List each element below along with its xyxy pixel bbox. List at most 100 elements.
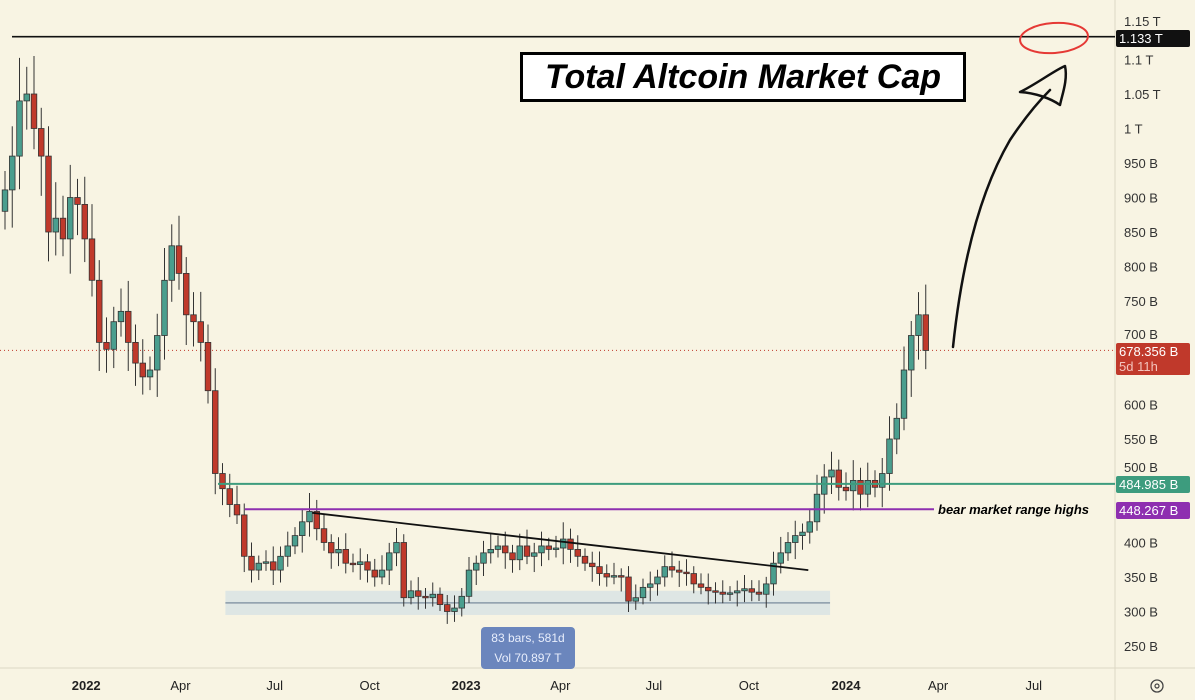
candle-body — [531, 552, 538, 557]
candle — [668, 551, 676, 578]
candle — [610, 562, 618, 585]
candle — [893, 403, 900, 455]
candle-body — [204, 341, 212, 392]
candle — [132, 324, 139, 386]
x-tick-label: Apr — [928, 678, 949, 693]
candle-body — [16, 100, 23, 157]
x-tick-label: Oct — [739, 678, 760, 693]
candle — [38, 107, 45, 196]
candle — [900, 346, 908, 431]
candle-body — [125, 310, 132, 343]
candle-body — [386, 552, 393, 571]
candle-body — [509, 552, 516, 561]
candle — [502, 531, 509, 569]
range-bars: 83 bars, 581d — [491, 631, 565, 645]
candle-body — [647, 583, 654, 588]
candle — [9, 126, 16, 228]
candle-body — [284, 545, 291, 557]
candle-body — [81, 203, 88, 240]
candle-body — [241, 514, 248, 557]
candle-body — [770, 562, 777, 585]
x-tick-label: Oct — [360, 678, 381, 693]
candle-body — [219, 473, 226, 490]
top-line-price-tag: 1.133 T — [1116, 30, 1190, 47]
candle-body — [821, 476, 828, 495]
candle-body — [378, 569, 386, 578]
candle-body — [451, 607, 458, 612]
candle — [175, 215, 183, 290]
candle — [763, 576, 770, 608]
candle — [473, 555, 480, 586]
candle-body — [444, 604, 451, 612]
candle-body — [342, 549, 349, 564]
candle-body — [734, 590, 741, 594]
candle-body — [146, 369, 154, 378]
candle — [415, 577, 422, 610]
candle-body — [516, 545, 523, 561]
target-circle — [1019, 21, 1089, 55]
candle — [30, 55, 38, 150]
candle — [712, 582, 719, 604]
y-tick-label: 1 T — [1124, 122, 1143, 137]
candle-body — [676, 569, 683, 573]
candle — [161, 248, 168, 360]
range-volume: Vol 70.897 T — [494, 651, 562, 665]
candle-body — [654, 576, 661, 585]
candle — [596, 551, 603, 586]
candle — [654, 569, 661, 596]
candle-body — [262, 561, 270, 564]
x-tick-label: Jul — [646, 678, 663, 693]
candle-body — [1, 189, 9, 212]
candle-body — [473, 562, 480, 571]
candle-body — [763, 583, 770, 595]
candle-body — [415, 590, 422, 597]
current-price-tag: 678.356 B 5d 11h — [1116, 343, 1190, 375]
candle — [618, 568, 625, 592]
candle-body — [139, 362, 146, 378]
candle-body — [487, 549, 494, 554]
candle-body — [110, 321, 117, 350]
candle — [81, 176, 88, 263]
candle — [270, 546, 277, 586]
y-tick-label: 1.05 T — [1124, 87, 1161, 102]
candle-body — [581, 555, 589, 564]
settings-icon-center — [1154, 683, 1160, 689]
candle-body — [52, 217, 59, 233]
candle — [1, 171, 9, 230]
candle — [545, 537, 552, 561]
bar-countdown: 5d 11h — [1119, 359, 1158, 374]
candle — [784, 532, 792, 561]
candle-body — [668, 566, 676, 571]
candle-body — [915, 314, 922, 336]
purple-line-price-tag: 448.267 B — [1116, 502, 1190, 519]
x-tick-label: 2022 — [72, 678, 101, 693]
candle — [117, 288, 125, 337]
settings-icon[interactable] — [1150, 679, 1164, 693]
candle — [226, 473, 233, 518]
candle-body — [74, 197, 81, 205]
candle — [879, 457, 886, 508]
candle-body — [589, 562, 596, 568]
y-tick-label: 700 B — [1124, 327, 1158, 342]
candle — [755, 580, 763, 601]
candle-body — [610, 575, 618, 578]
candle-body — [313, 511, 320, 530]
candle-body — [574, 549, 581, 557]
candle-body — [291, 535, 299, 547]
candle — [88, 204, 96, 297]
candle — [690, 566, 697, 594]
candle-body — [806, 521, 813, 533]
candle-body — [67, 197, 74, 240]
candle — [799, 523, 806, 550]
x-tick-label: 2023 — [452, 678, 481, 693]
y-tick-label: 600 B — [1124, 398, 1158, 413]
candle — [552, 535, 560, 558]
candle — [676, 560, 683, 587]
candle — [233, 485, 241, 525]
candle — [313, 499, 320, 541]
candle — [154, 313, 161, 397]
candle — [574, 535, 581, 567]
candle — [52, 182, 59, 256]
candle-body — [335, 549, 342, 554]
